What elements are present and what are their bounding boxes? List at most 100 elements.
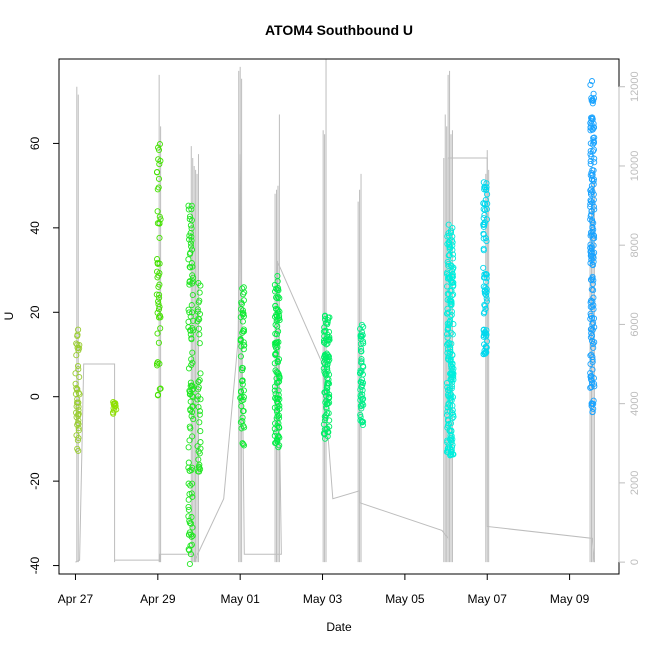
data-point	[190, 416, 197, 423]
x-tick-label-0: Apr 27	[58, 592, 94, 606]
data-point	[189, 493, 196, 500]
y2-tick-label-6: 12000	[629, 71, 641, 102]
data-point	[185, 496, 192, 503]
data-point	[153, 169, 161, 176]
data-point	[274, 408, 281, 415]
chart-title: ATOM4 Southbound U	[265, 22, 413, 38]
x-axis: Apr 27 Apr 29 May 01 May 03 May 05 May 07 May …	[58, 573, 590, 606]
data-point	[359, 332, 366, 339]
data-point	[359, 421, 366, 429]
data-point	[445, 309, 452, 316]
data-point	[187, 398, 194, 405]
data-point	[186, 213, 194, 220]
data-point	[187, 313, 194, 320]
data-point	[480, 310, 487, 317]
data-point	[274, 436, 281, 443]
data-point	[590, 397, 597, 404]
data-point	[444, 334, 451, 341]
data-point	[480, 221, 487, 228]
x-axis-label: Date	[326, 620, 352, 634]
data-point	[323, 320, 330, 327]
data-point	[238, 378, 246, 385]
data-point	[321, 333, 328, 340]
data-point	[196, 377, 203, 384]
data-point	[74, 396, 81, 403]
data-point	[188, 243, 195, 250]
data-point	[156, 213, 163, 220]
data-point	[445, 252, 452, 259]
data-point	[154, 359, 161, 366]
data-point	[155, 146, 163, 154]
data-point	[194, 396, 201, 403]
data-point	[154, 362, 161, 369]
data-point	[358, 379, 365, 386]
data-point	[275, 400, 282, 407]
data-point	[239, 381, 246, 388]
data-point	[276, 424, 283, 431]
data-point	[75, 427, 82, 434]
data-point	[185, 480, 192, 487]
data-point	[443, 379, 451, 387]
data-point	[481, 347, 488, 354]
data-point	[186, 560, 193, 568]
data-point	[324, 410, 331, 417]
y2-tick-label-1: 2000	[629, 471, 641, 495]
data-point	[75, 420, 82, 428]
data-point	[75, 366, 82, 373]
data-point	[587, 81, 594, 88]
data-point	[324, 352, 331, 359]
data-point	[188, 302, 195, 309]
data-point	[445, 387, 452, 394]
data-point	[444, 326, 451, 333]
data-point	[186, 519, 193, 527]
data-point	[73, 352, 80, 359]
data-point	[239, 367, 246, 374]
point-cluster-8	[356, 321, 367, 429]
data-point	[446, 242, 453, 249]
data-point	[276, 374, 283, 381]
data-point	[272, 288, 279, 295]
data-point	[74, 385, 81, 393]
data-point	[156, 291, 163, 298]
data-point	[590, 340, 597, 348]
data-point	[185, 464, 192, 471]
data-point	[74, 421, 81, 428]
data-point	[189, 349, 196, 356]
data-point	[155, 339, 162, 346]
data-point	[324, 425, 331, 432]
data-point	[587, 373, 594, 380]
data-point	[483, 216, 491, 223]
data-point	[589, 262, 596, 269]
data-point	[276, 295, 283, 302]
data-point	[482, 350, 489, 357]
x-tick-label-1: Apr 29	[140, 592, 176, 606]
data-point	[480, 215, 487, 222]
data-point	[359, 391, 366, 398]
data-point	[197, 428, 204, 435]
data-point	[195, 299, 202, 306]
data-point	[446, 239, 453, 246]
data-point	[483, 271, 490, 278]
x-tick-label-2: May 01	[220, 592, 260, 606]
data-point	[321, 312, 329, 319]
data-point	[324, 340, 331, 347]
data-point	[590, 344, 597, 351]
point-cluster-10	[480, 179, 491, 358]
data-point	[185, 459, 192, 466]
data-point	[188, 356, 195, 363]
data-point	[448, 308, 455, 315]
data-point	[196, 331, 203, 338]
data-point	[589, 249, 596, 257]
data-point	[322, 370, 329, 377]
y2-tick-label-3: 6000	[629, 312, 641, 336]
data-point	[449, 251, 457, 258]
data-point	[73, 384, 80, 392]
data-point	[587, 127, 594, 134]
data-point	[444, 349, 451, 356]
data-point	[75, 389, 82, 396]
data-point	[447, 358, 454, 365]
data-point	[75, 412, 82, 419]
y-tick-label-4: 40	[28, 221, 42, 235]
data-point	[73, 432, 80, 439]
data-point	[271, 281, 278, 288]
